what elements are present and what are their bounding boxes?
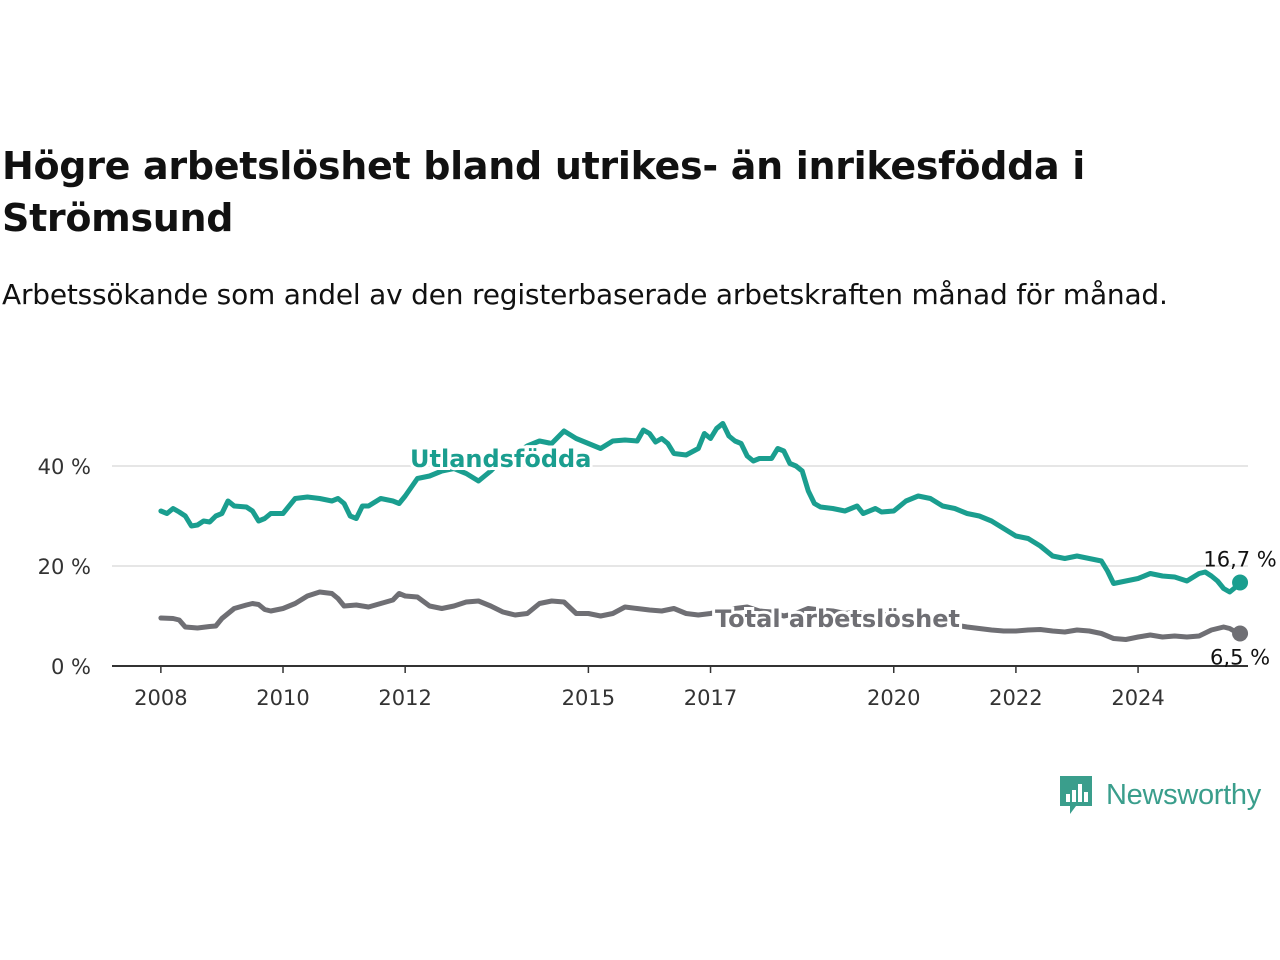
x-tick-label: 2024 — [1111, 686, 1164, 710]
x-tick-label: 2015 — [562, 686, 615, 710]
total-unemployment-end-point — [1232, 625, 1249, 642]
foreign-born-series-label: Utlandsfödda — [410, 445, 591, 473]
x-tick-label: 2020 — [867, 686, 920, 710]
grid-lines — [112, 465, 1248, 667]
y-tick-label: 0 % — [51, 655, 91, 679]
newsworthy-bar-chart-logo-icon — [1060, 776, 1092, 814]
series-labels: 16,7 % 6,5 % Utlandsfödda Total arbetslöshe… — [407, 442, 1277, 670]
x-tick-label: 2012 — [378, 686, 431, 710]
foreign-born-end-point — [1232, 574, 1249, 591]
series-lines — [158, 421, 1249, 642]
chart-title: Högre arbetslöshet bland utrikes- än inr… — [2, 144, 1085, 240]
total-unemployment-line — [158, 589, 1243, 642]
chart-subtitle: Arbetssökande som andel av den registerb… — [2, 278, 1168, 311]
x-tick-label: 2022 — [989, 686, 1042, 710]
y-axis-ticks: 0 % 20 % 40 % — [38, 455, 91, 679]
total-unemployment-end-value-label: 6,5 % — [1210, 646, 1270, 670]
x-tick-label: 2017 — [684, 686, 737, 710]
total-unemployment-series-label: Total arbetslöshet — [715, 605, 960, 633]
foreign-born-line — [158, 421, 1243, 595]
x-tick-label: 2010 — [256, 686, 309, 710]
brand-name: Newsworthy — [1106, 778, 1261, 811]
foreign-born-end-value-label: 16,7 % — [1203, 548, 1276, 572]
y-tick-label: 20 % — [38, 555, 91, 579]
y-tick-label: 40 % — [38, 455, 91, 479]
x-tick-label: 2008 — [134, 686, 187, 710]
newsworthy-logo: Newsworthy — [1058, 772, 1261, 818]
x-axis-ticks: 2008 2010 2012 2015 2017 2020 2022 2024 — [134, 666, 1165, 710]
